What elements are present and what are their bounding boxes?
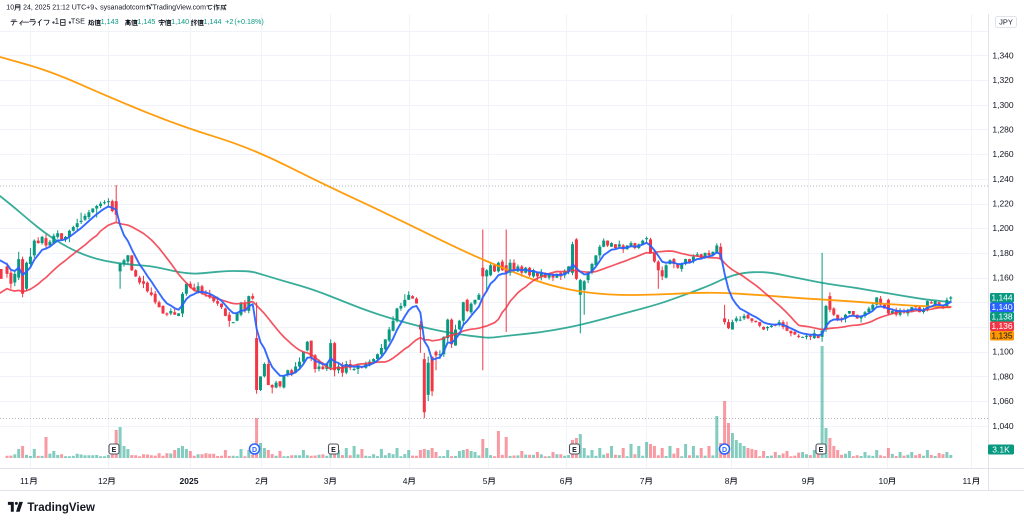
svg-text:TradingView: TradingView [27,502,95,514]
svg-text:(+0.18%): (+0.18%) [234,17,263,26]
svg-text:D: D [252,447,257,454]
svg-text:+2: +2 [225,17,233,26]
svg-text:1: 1 [55,17,60,26]
svg-text:9: 9 [802,476,807,486]
svg-text:1,160: 1,160 [992,273,1014,283]
svg-text:1,200: 1,200 [992,223,1014,233]
svg-text:1,260: 1,260 [992,149,1014,159]
svg-text:8: 8 [725,476,730,486]
svg-text:2: 2 [255,476,260,486]
svg-text:E: E [572,447,577,454]
svg-text:1,138: 1,138 [991,311,1013,321]
svg-text:5: 5 [483,476,488,486]
svg-text:3.1K: 3.1K [992,444,1010,454]
svg-text:1,240: 1,240 [992,174,1014,184]
svg-text:11: 11 [20,476,29,486]
svg-text:6: 6 [560,476,565,486]
svg-text:3: 3 [324,476,329,486]
svg-text:12: 12 [98,476,108,486]
svg-text:11: 11 [963,476,972,486]
svg-text:1,140: 1,140 [991,302,1013,312]
svg-text:24, 2025 21:12 UTC+9: 24, 2025 21:12 UTC+9 [23,4,94,11]
svg-text:1,135: 1,135 [991,330,1013,340]
svg-text:E: E [819,447,824,454]
svg-text:1,280: 1,280 [992,125,1014,135]
svg-text:1,143: 1,143 [101,17,119,26]
svg-text:2025: 2025 [180,476,199,486]
svg-text:10: 10 [879,476,889,486]
svg-text:1,144: 1,144 [991,292,1013,302]
svg-text:1,040: 1,040 [992,421,1014,431]
svg-text:1,220: 1,220 [992,199,1014,209]
svg-text:E: E [112,447,117,454]
svg-text:1,320: 1,320 [992,75,1014,85]
svg-text:TSE: TSE [71,17,85,26]
svg-text:1,136: 1,136 [991,321,1013,331]
svg-text:1,144: 1,144 [204,17,222,26]
svg-text:1,340: 1,340 [992,50,1014,60]
svg-text:E: E [331,447,336,454]
svg-text:10: 10 [6,4,14,11]
svg-text:sysanadotcom: sysanadotcom [100,4,145,11]
svg-text:1,140: 1,140 [171,17,189,26]
svg-text:D: D [722,447,727,454]
svg-text:JPY: JPY [999,18,1013,27]
svg-text:1,060: 1,060 [992,396,1014,406]
svg-text:1,300: 1,300 [992,100,1014,110]
svg-text:4: 4 [403,476,408,486]
svg-text:7: 7 [640,476,645,486]
svg-text:TradingView.com: TradingView.com [153,4,206,11]
svg-text:1,145: 1,145 [137,17,155,26]
svg-text:1,180: 1,180 [992,248,1014,258]
svg-text:1,080: 1,080 [992,371,1014,381]
svg-text:1,100: 1,100 [992,347,1014,357]
